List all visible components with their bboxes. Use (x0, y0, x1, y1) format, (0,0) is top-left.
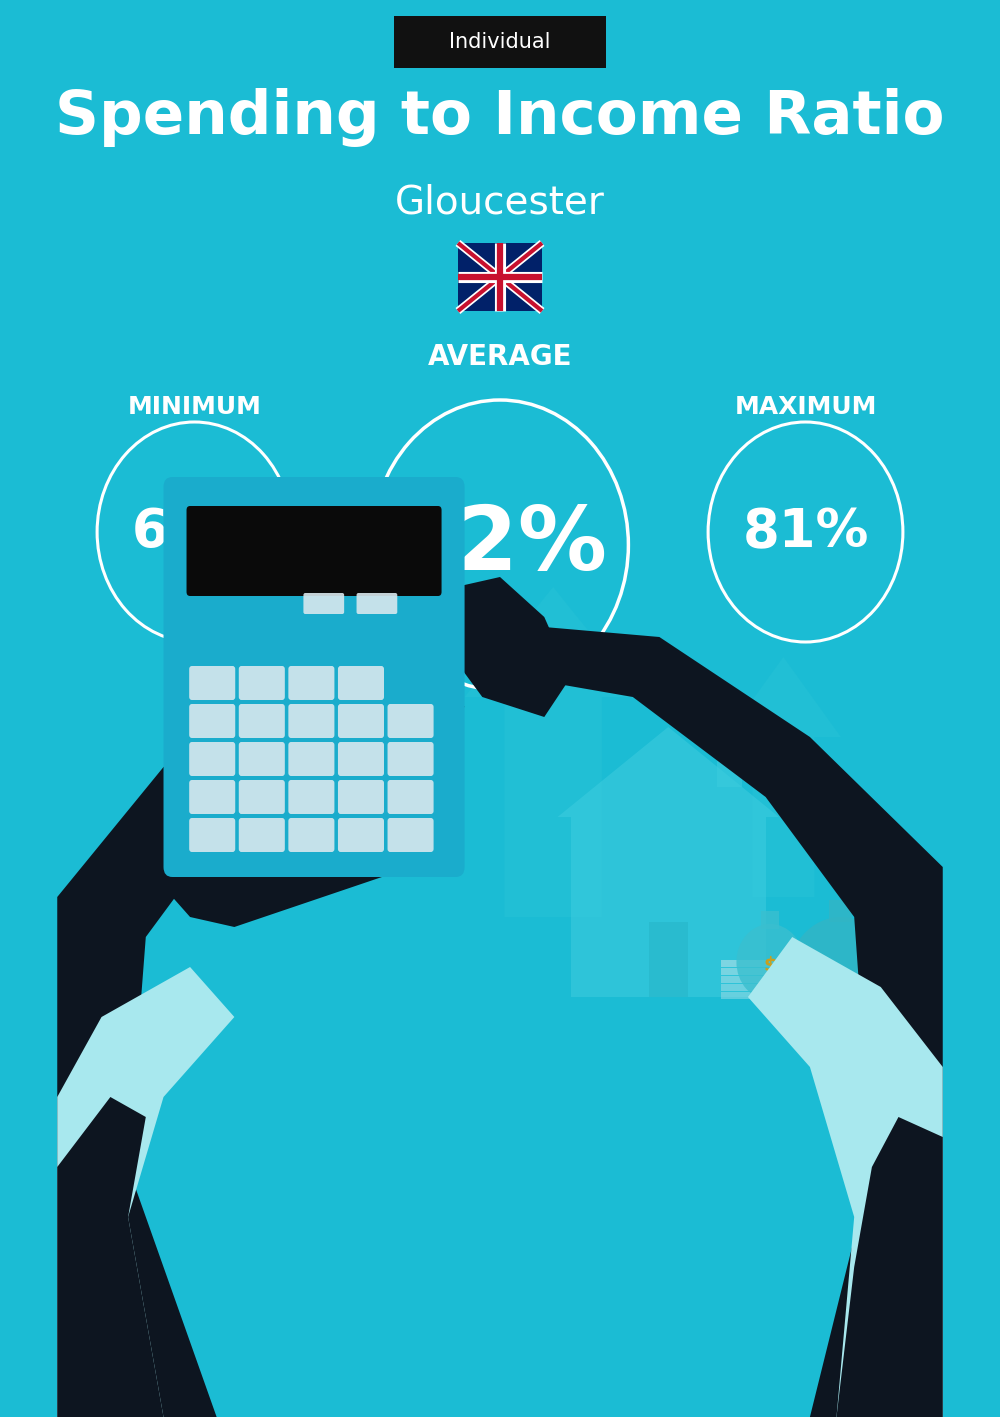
Text: AVERAGE: AVERAGE (428, 343, 572, 371)
FancyBboxPatch shape (189, 666, 235, 700)
FancyBboxPatch shape (721, 959, 819, 966)
Polygon shape (323, 672, 411, 867)
Polygon shape (57, 966, 234, 1417)
Text: $: $ (831, 966, 851, 995)
FancyBboxPatch shape (388, 743, 434, 777)
FancyBboxPatch shape (388, 779, 434, 813)
FancyBboxPatch shape (721, 976, 819, 983)
FancyBboxPatch shape (338, 743, 384, 777)
Polygon shape (438, 577, 571, 717)
FancyBboxPatch shape (717, 733, 742, 786)
Circle shape (736, 924, 804, 1000)
Polygon shape (57, 1097, 164, 1417)
FancyBboxPatch shape (458, 242, 542, 310)
FancyBboxPatch shape (761, 911, 779, 930)
Text: $: $ (763, 955, 777, 975)
FancyBboxPatch shape (721, 983, 819, 990)
FancyBboxPatch shape (288, 704, 334, 738)
FancyBboxPatch shape (189, 743, 235, 777)
Text: 81%: 81% (742, 506, 869, 558)
Polygon shape (558, 727, 779, 818)
FancyBboxPatch shape (288, 666, 334, 700)
Polygon shape (518, 626, 943, 1417)
Polygon shape (146, 717, 456, 927)
FancyBboxPatch shape (187, 506, 442, 597)
FancyBboxPatch shape (388, 704, 434, 738)
FancyBboxPatch shape (388, 818, 434, 852)
FancyBboxPatch shape (189, 704, 235, 738)
FancyBboxPatch shape (288, 779, 334, 813)
Text: 72%: 72% (394, 502, 606, 588)
FancyBboxPatch shape (721, 968, 819, 975)
FancyBboxPatch shape (189, 779, 235, 813)
FancyBboxPatch shape (164, 478, 465, 877)
FancyBboxPatch shape (338, 704, 384, 738)
FancyBboxPatch shape (239, 779, 285, 813)
FancyBboxPatch shape (239, 666, 285, 700)
FancyBboxPatch shape (239, 818, 285, 852)
Polygon shape (748, 937, 943, 1417)
Text: Individual: Individual (449, 33, 551, 52)
FancyBboxPatch shape (239, 743, 285, 777)
FancyBboxPatch shape (239, 704, 285, 738)
Polygon shape (57, 667, 465, 1417)
FancyBboxPatch shape (288, 818, 334, 852)
FancyBboxPatch shape (189, 818, 235, 852)
FancyBboxPatch shape (338, 818, 384, 852)
FancyBboxPatch shape (357, 592, 397, 614)
Text: MINIMUM: MINIMUM (128, 395, 261, 419)
FancyBboxPatch shape (649, 922, 688, 998)
FancyBboxPatch shape (338, 666, 384, 700)
Polygon shape (465, 587, 642, 917)
Text: Gloucester: Gloucester (395, 183, 605, 221)
Polygon shape (836, 1117, 943, 1417)
Polygon shape (726, 657, 841, 897)
Text: MAXIMUM: MAXIMUM (734, 395, 877, 419)
FancyBboxPatch shape (571, 818, 766, 998)
FancyBboxPatch shape (303, 592, 344, 614)
Circle shape (788, 917, 894, 1037)
FancyBboxPatch shape (394, 16, 606, 68)
FancyBboxPatch shape (288, 743, 334, 777)
FancyBboxPatch shape (829, 900, 852, 922)
Text: Spending to Income Ratio: Spending to Income Ratio (55, 88, 945, 146)
FancyBboxPatch shape (338, 779, 384, 813)
Text: 64%: 64% (131, 506, 258, 558)
FancyBboxPatch shape (721, 992, 819, 999)
